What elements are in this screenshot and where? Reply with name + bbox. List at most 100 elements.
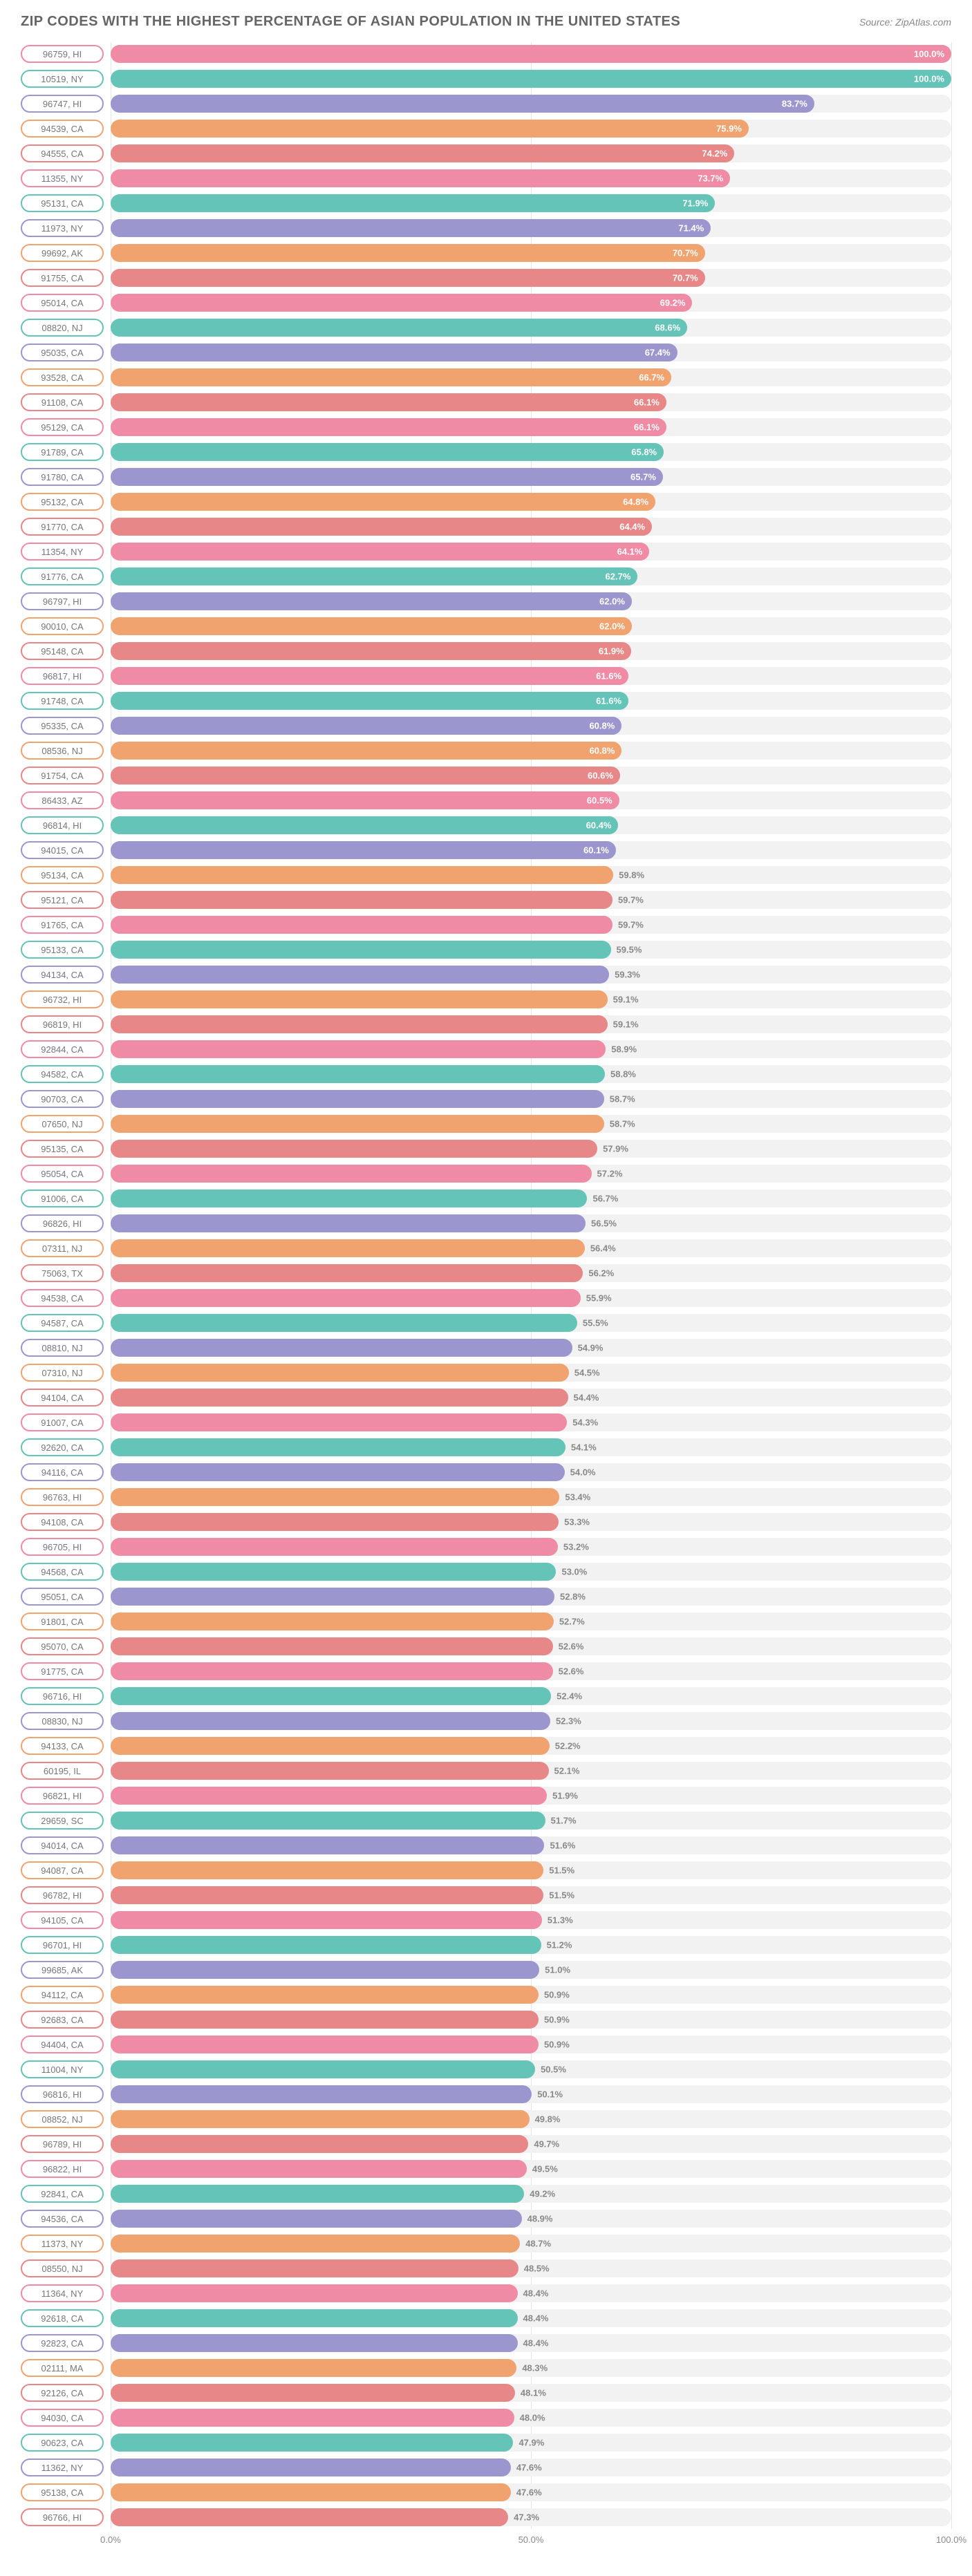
bar-value-label: 52.2% [555,1741,581,1751]
bar-value-label: 56.7% [592,1194,618,1204]
bar-fill: 60.4% [111,816,618,834]
bar-row: 08830, NJ52.3% [21,1709,951,1733]
bar-fill: 61.6% [111,667,628,685]
bar-fill [111,1140,597,1158]
bar-row: 02111, MA48.3% [21,2356,951,2380]
bar-row: 90010, CA62.0% [21,614,951,638]
bar-row: 91007, CA54.3% [21,1411,951,1434]
bar-value-label: 56.2% [588,1268,614,1279]
bar-track: 59.8% [111,866,951,884]
bar-value-label: 75.9% [716,124,742,134]
bar-row: 96747, HI83.7% [21,92,951,115]
bar-track: 60.8% [111,717,951,735]
row-label-pill: 95138, CA [21,2483,104,2501]
bar-fill [111,1314,577,1332]
axis-tick-label: 100.0% [936,2535,966,2545]
bar-value-label: 47.9% [518,2438,544,2448]
row-label-pill: 94555, CA [21,144,104,162]
bar-track: 60.8% [111,742,951,760]
bar-value-label: 51.3% [548,1915,573,1926]
bar-row: 07311, NJ56.4% [21,1237,951,1260]
bar-value-label: 70.7% [673,273,698,283]
row-label-pill: 94105, CA [21,1911,104,1929]
bar-row: 91780, CA65.7% [21,465,951,489]
axis-tick-label: 50.0% [518,2535,544,2545]
bar-row: 96819, HI59.1% [21,1013,951,1036]
bar-fill [111,1289,581,1307]
row-label-pill: 96782, HI [21,1886,104,1904]
bar-value-label: 51.2% [547,1940,572,1950]
bar-row: 94555, CA 74.2% [21,142,951,165]
bar-track: 52.3% [111,1712,951,1730]
row-label-pill: 90703, CA [21,1090,104,1108]
row-label-pill: 95132, CA [21,493,104,511]
bar-row: 11004, NY50.5% [21,2058,951,2081]
bar-value-label: 52.1% [554,1766,580,1776]
bar-row: 90623, CA47.9% [21,2431,951,2454]
bar-value-label: 58.9% [611,1044,637,1055]
bar-fill [111,1264,583,1282]
row-label-pill: 95134, CA [21,866,104,884]
bar-row: 94104, CA54.4% [21,1386,951,1409]
bar-track: 60.6% [111,767,951,784]
bar-track: 57.2% [111,1165,951,1183]
bar-value-label: 64.8% [623,497,648,507]
bar-fill [111,1986,539,2004]
bar-value-label: 61.9% [599,646,624,657]
bar-row: 75063, TX56.2% [21,1261,951,1285]
source-link[interactable]: ZipAtlas.com [895,17,951,28]
bar-value-label: 53.0% [561,1567,587,1577]
bar-value-label: 55.9% [586,1293,612,1304]
bar-fill: 83.7% [111,95,814,113]
bar-row: 99692, AK70.7% [21,241,951,265]
row-label-pill: 11362, NY [21,2459,104,2476]
bar-fill [111,1065,605,1083]
bar-value-label: 50.5% [541,2065,566,2075]
row-label-pill: 86433, AZ [21,791,104,809]
bar-fill [111,2409,514,2427]
bar-value-label: 49.5% [532,2164,558,2174]
bar-row: 91754, CA60.6% [21,764,951,787]
bar-row: 94133, CA52.2% [21,1734,951,1758]
bar-track: 51.0% [111,1961,951,1979]
bar-fill [111,1961,539,1979]
bar-row: 96821, HI51.9% [21,1784,951,1807]
bar-value-label: 54.5% [574,1368,600,1378]
row-label-pill: 10519, NY [21,70,104,88]
bar-track: 83.7% [111,95,951,113]
bar-fill [111,941,611,959]
bar-value-label: 62.7% [606,572,631,582]
bar-track: 47.6% [111,2483,951,2501]
bar-fill: 74.2% [111,144,734,162]
bar-value-label: 50.9% [544,1990,570,2000]
bar-fill [111,2508,508,2526]
row-label-pill: 96766, HI [21,2508,104,2526]
row-label-pill: 08550, NJ [21,2259,104,2277]
bar-row: 96766, HI47.3% [21,2506,951,2529]
bar-value-label: 52.4% [557,1691,582,1702]
bar-fill [111,1637,553,1655]
bar-value-label: 58.8% [610,1069,636,1080]
bar-track: 51.6% [111,1836,951,1854]
bar-track: 71.4% [111,219,951,237]
bar-track: 73.7% [111,169,951,187]
bar-value-label: 59.7% [618,895,644,905]
bar-row: 96705, HI53.2% [21,1535,951,1559]
bar-track: 51.9% [111,1787,951,1805]
row-label-pill: 90010, CA [21,617,104,635]
bar-track: 59.1% [111,1015,951,1033]
bar-value-label: 54.3% [572,1418,598,1428]
row-label-pill: 91765, CA [21,916,104,934]
bar-track: 65.8% [111,443,951,461]
bar-row: 10519, NY100.0% [21,67,951,91]
bar-track: 52.7% [111,1613,951,1630]
row-label-pill: 94116, CA [21,1463,104,1481]
bar-fill: 70.7% [111,244,705,262]
row-label-pill: 94404, CA [21,2036,104,2053]
bar-fill: 64.4% [111,518,652,536]
bar-track: 54.0% [111,1463,951,1481]
chart-container: ZIP CODES WITH THE HIGHEST PERCENTAGE OF… [0,0,972,2576]
bar-row: 95148, CA61.9% [21,639,951,663]
bar-fill [111,1214,586,1232]
bar-value-label: 51.0% [545,1965,570,1975]
